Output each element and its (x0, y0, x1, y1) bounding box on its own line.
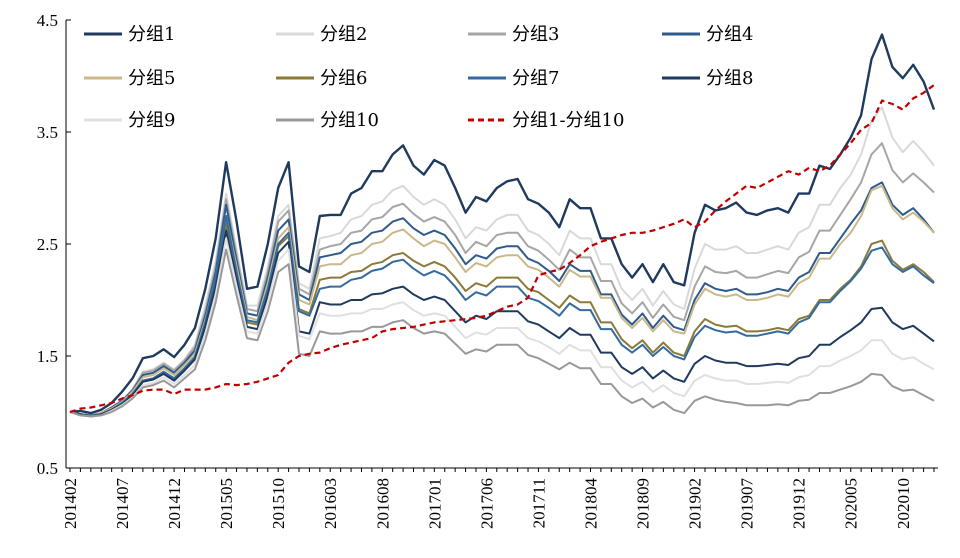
series-line (69, 142, 935, 417)
legend-label: 分组2 (320, 24, 367, 45)
x-tick-label: 201412 (165, 478, 184, 529)
x-tick-label: 201402 (61, 478, 80, 529)
series-line (69, 215, 935, 417)
y-tick-label: 1.5 (37, 347, 58, 366)
legend-item: 分组4 (662, 24, 753, 45)
legend-label: 分组8 (706, 68, 753, 89)
legend-item: 分组10 (276, 110, 379, 131)
x-tick-label: 201608 (373, 478, 392, 529)
x-tick-label: 202010 (894, 478, 913, 529)
legend-label: 分组1 (128, 24, 175, 45)
series-layer (69, 33, 936, 418)
series-line (69, 84, 935, 414)
legend-item: 分组1 (84, 24, 175, 45)
series-line (69, 237, 935, 418)
series-line (69, 181, 935, 417)
legend-label: 分组9 (128, 110, 175, 131)
y-tick-label: 2.5 (37, 235, 58, 254)
series-line (69, 106, 935, 417)
legend-item: 分组1-分组10 (468, 110, 624, 131)
x-tick-label: 201902 (686, 478, 705, 529)
series-line (69, 33, 936, 415)
x-tick-label: 201711 (529, 478, 548, 528)
y-tick-label: 3.5 (37, 123, 58, 142)
x-tick-label: 201809 (634, 478, 653, 529)
x-tick-label: 202005 (842, 478, 861, 529)
x-tick-label: 201907 (738, 478, 757, 530)
chart-legend: 分组1 分组2 分组3 分组4 分组5 分组6 分组7 分组8 分组9 分组10 分组1-分组10 (84, 24, 753, 131)
legend-item: 分组3 (468, 24, 559, 45)
x-tick-label: 201701 (425, 478, 444, 529)
x-tick-label: 201706 (477, 478, 496, 529)
legend-item: 分组2 (276, 24, 367, 45)
x-tick-label: 201912 (790, 478, 809, 529)
series-line (69, 229, 935, 418)
chart-axes: 0.5 1.5 2.5 3.5 4.5 201402 201407 201412 201505 2… (37, 11, 938, 529)
y-tick-label: 0.5 (37, 459, 58, 478)
legend-label: 分组7 (512, 68, 559, 89)
x-tick-label: 201603 (321, 478, 340, 529)
legend-label: 分组10 (320, 110, 379, 131)
legend-label: 分组5 (128, 68, 175, 89)
x-tick-label: 201505 (217, 478, 236, 529)
legend-item: 分组8 (662, 68, 753, 89)
legend-item: 分组9 (84, 110, 175, 131)
x-tick-label: 201510 (269, 478, 288, 529)
x-tick-label: 201407 (113, 478, 132, 530)
legend-item: 分组5 (84, 68, 175, 89)
series-line (69, 248, 935, 418)
legend-item: 分组6 (276, 68, 367, 89)
legend-label: 分组1-分组10 (512, 110, 624, 131)
y-tick-label: 4.5 (37, 11, 58, 30)
legend-label: 分组6 (320, 68, 367, 89)
legend-label: 分组4 (706, 24, 753, 45)
legend-label: 分组3 (512, 24, 559, 45)
series-line (69, 184, 935, 417)
x-tick-label: 201804 (581, 478, 600, 530)
legend-item: 分组7 (468, 68, 559, 89)
